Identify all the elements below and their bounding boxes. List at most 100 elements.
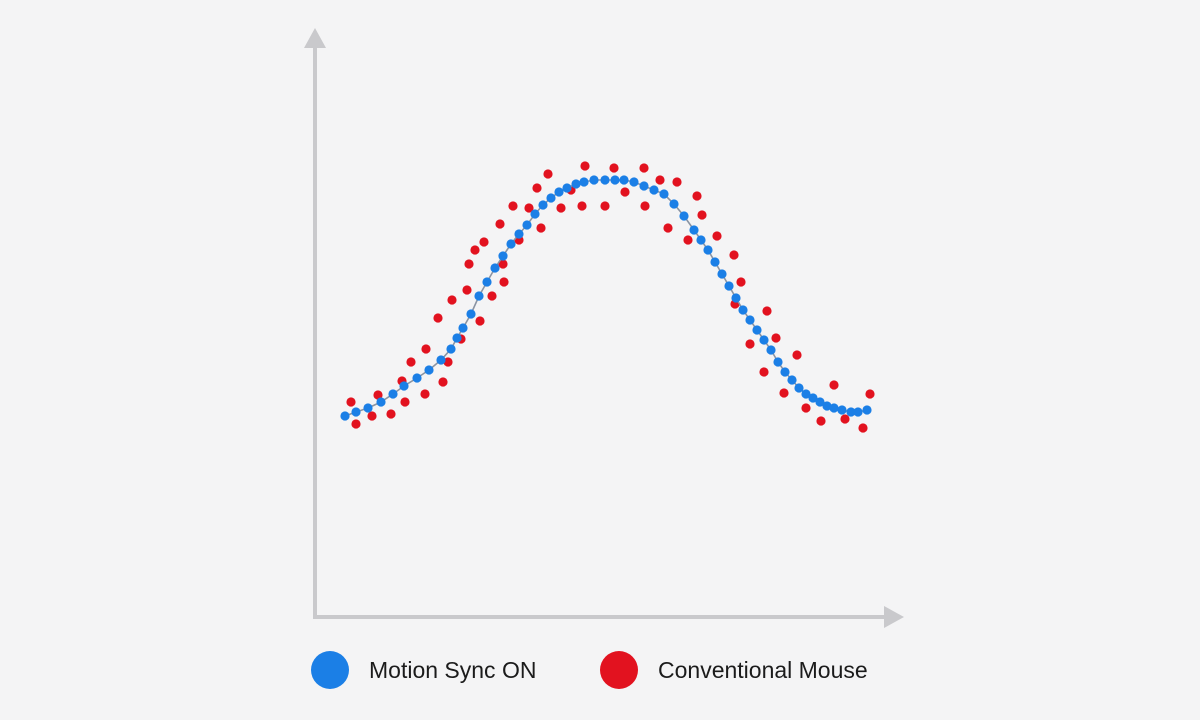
- data-point: [388, 389, 398, 399]
- data-point: [780, 367, 790, 377]
- data-point: [340, 411, 350, 421]
- data-point: [712, 231, 722, 241]
- data-point: [822, 401, 832, 411]
- legend-label-conventional-mouse: Conventional Mouse: [658, 656, 868, 683]
- data-point: [801, 403, 811, 413]
- data-point: [729, 250, 739, 260]
- data-point: [420, 389, 430, 399]
- data-point: [771, 333, 781, 343]
- data-point: [766, 345, 776, 355]
- data-point: [762, 306, 772, 316]
- data-point: [482, 277, 492, 287]
- y-axis-arrowhead: [304, 28, 326, 48]
- data-point: [412, 373, 422, 383]
- data-point: [490, 263, 500, 273]
- data-point: [376, 397, 386, 407]
- data-point: [351, 419, 361, 429]
- data-point: [649, 185, 659, 195]
- data-point: [663, 223, 673, 233]
- data-point: [452, 333, 462, 343]
- data-point: [801, 389, 811, 399]
- data-point: [717, 269, 727, 279]
- legend-item-conventional-mouse: Conventional Mouse: [600, 650, 868, 690]
- data-point: [462, 285, 472, 295]
- data-point: [697, 210, 707, 220]
- data-point: [556, 203, 566, 213]
- data-point: [506, 239, 516, 249]
- data-point: [470, 245, 480, 255]
- legend-label-motion-sync: Motion Sync ON: [369, 656, 537, 683]
- data-point: [846, 407, 856, 417]
- data-point: [458, 323, 468, 333]
- series-layer: [340, 161, 875, 433]
- data-point: [865, 389, 875, 399]
- data-point: [580, 161, 590, 171]
- data-point: [794, 383, 804, 393]
- data-point: [683, 235, 693, 245]
- data-point: [487, 291, 497, 301]
- data-point: [363, 403, 373, 413]
- data-point: [499, 277, 509, 287]
- data-point: [438, 377, 448, 387]
- data-point: [399, 381, 409, 391]
- x-axis-arrowhead: [884, 606, 904, 628]
- data-point: [696, 235, 706, 245]
- data-point: [862, 405, 872, 415]
- data-point: [386, 409, 396, 419]
- data-point: [724, 281, 734, 291]
- data-point: [731, 293, 741, 303]
- data-point: [495, 219, 505, 229]
- data-point: [759, 335, 769, 345]
- data-point: [424, 365, 434, 375]
- data-point: [466, 309, 476, 319]
- axes: [304, 28, 904, 628]
- data-point: [479, 237, 489, 247]
- data-point: [692, 191, 702, 201]
- data-point: [524, 203, 534, 213]
- data-point: [475, 316, 485, 326]
- legend-swatch-red: [600, 651, 638, 689]
- data-point: [829, 403, 839, 413]
- data-point: [530, 209, 540, 219]
- data-point: [562, 183, 572, 193]
- data-point: [853, 407, 863, 417]
- legend-item-motion-sync: Motion Sync ON: [311, 650, 536, 690]
- data-point: [787, 375, 797, 385]
- data-point: [858, 423, 868, 433]
- series-1: [346, 161, 875, 433]
- data-point: [546, 193, 556, 203]
- data-point: [508, 201, 518, 211]
- data-point: [639, 163, 649, 173]
- data-point: [759, 367, 769, 377]
- data-point: [433, 313, 443, 323]
- data-point: [447, 295, 457, 305]
- data-point: [600, 201, 610, 211]
- data-point: [436, 355, 446, 365]
- data-point: [474, 291, 484, 301]
- data-point: [752, 325, 762, 335]
- data-point: [536, 223, 546, 233]
- data-point: [610, 175, 620, 185]
- data-point: [571, 179, 581, 189]
- data-point: [639, 181, 649, 191]
- data-point: [351, 407, 361, 417]
- data-point: [829, 380, 839, 390]
- data-point: [367, 411, 377, 421]
- data-point: [773, 357, 783, 367]
- data-point: [609, 163, 619, 173]
- data-point: [792, 350, 802, 360]
- data-point: [779, 388, 789, 398]
- data-point: [745, 339, 755, 349]
- data-point: [579, 177, 589, 187]
- motion-sync-scatter-chart: [304, 28, 904, 628]
- data-point: [710, 257, 720, 267]
- series-0: [340, 175, 872, 421]
- legend-swatch-blue: [311, 651, 349, 689]
- data-point: [522, 220, 532, 230]
- data-point: [736, 277, 746, 287]
- data-point: [745, 315, 755, 325]
- data-point: [543, 169, 553, 179]
- data-point: [532, 183, 542, 193]
- data-point: [421, 344, 431, 354]
